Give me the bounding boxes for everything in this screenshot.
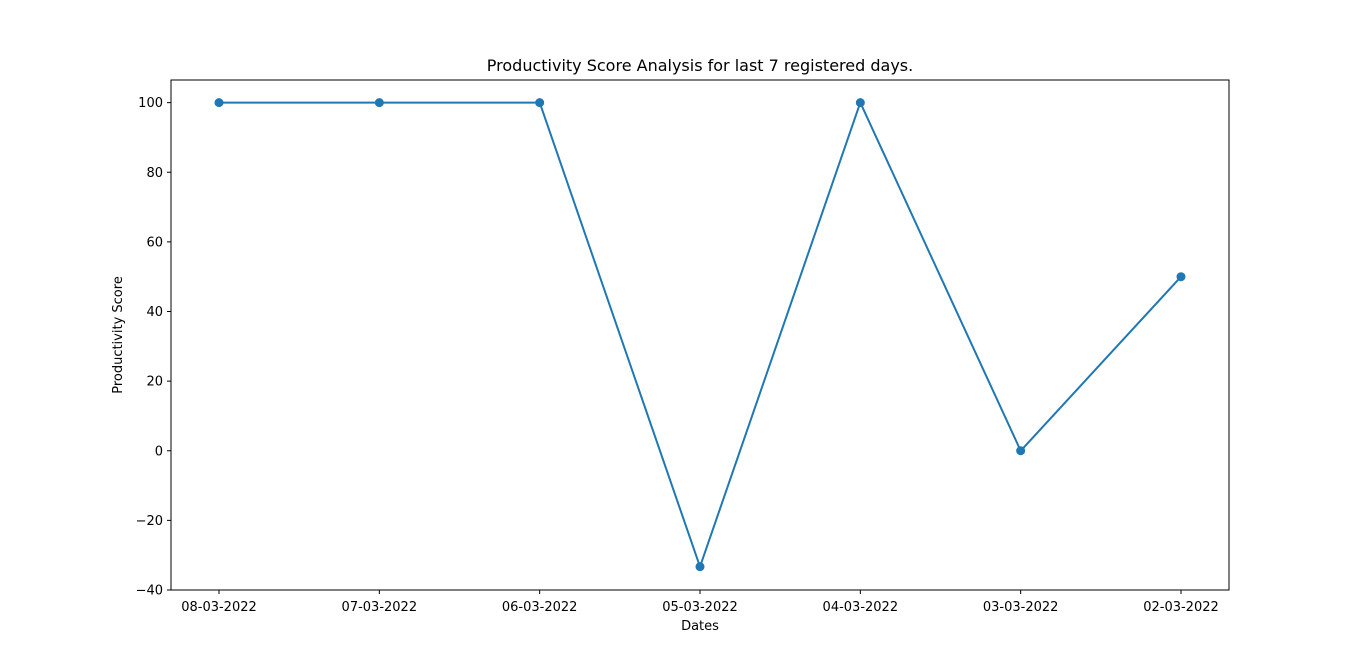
y-tick-label: 0 xyxy=(155,444,163,459)
x-tick-label: 03-03-2022 xyxy=(983,600,1059,615)
plot-background xyxy=(171,80,1229,590)
x-tick-label: 05-03-2022 xyxy=(662,600,738,615)
x-tick-label: 04-03-2022 xyxy=(823,600,899,615)
data-point xyxy=(374,98,384,108)
x-tick-label: 08-03-2022 xyxy=(181,600,257,615)
data-point xyxy=(695,562,705,572)
y-tick-label: 100 xyxy=(138,96,163,111)
x-tick-label: 06-03-2022 xyxy=(502,600,578,615)
data-point xyxy=(855,98,865,108)
y-tick-label: −20 xyxy=(136,514,163,529)
y-axis-label: Productivity Score xyxy=(111,276,126,394)
y-tick-label: −40 xyxy=(136,584,163,599)
y-tick-label: 20 xyxy=(146,375,163,390)
plot-frame xyxy=(170,79,1230,591)
y-axis-ticks: −40 −20 0 20 40 60 80 100 xyxy=(136,96,171,599)
y-tick-label: 80 xyxy=(146,166,163,181)
data-point xyxy=(1176,272,1186,282)
x-tick-label: 02-03-2022 xyxy=(1143,600,1219,615)
data-point xyxy=(214,98,224,108)
chart-title: Productivity Score Analysis for last 7 r… xyxy=(487,56,913,75)
x-axis-label: Dates xyxy=(681,619,719,634)
data-point xyxy=(535,98,545,108)
y-tick-label: 60 xyxy=(146,235,163,250)
series-layer xyxy=(214,98,1186,572)
y-tick-label: 40 xyxy=(146,305,163,320)
x-axis-ticks: 08-03-2022 07-03-2022 06-03-2022 05-03-2022… xyxy=(181,590,1219,615)
data-point xyxy=(1016,446,1026,456)
x-tick-label: 07-03-2022 xyxy=(342,600,418,615)
